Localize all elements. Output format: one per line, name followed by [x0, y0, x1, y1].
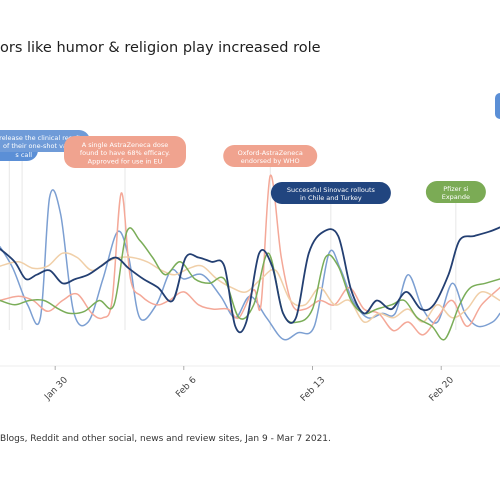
annotation-box: [64, 136, 186, 168]
x-tick-label: Feb 20: [428, 375, 457, 404]
annotation-text: Expande: [442, 193, 470, 201]
annotation-text: endorsed by WHO: [241, 157, 300, 165]
annotation-text: J release the clinical results: [0, 134, 85, 142]
annotation-text: Oxford-AstraZeneca: [238, 149, 303, 157]
series-line-5: [0, 226, 500, 334]
annotation-box: [270, 182, 391, 204]
series-line-2: [0, 174, 500, 336]
annotation-text: s call: [15, 151, 32, 159]
x-tick-label: Feb 13: [299, 375, 327, 403]
annotation-text: found to have 68% efficacy.: [80, 149, 170, 157]
series-line-1: [0, 189, 500, 341]
annotation-text: Successful Sinovac rollouts: [287, 186, 376, 194]
source-note: Blogs, Reddit and other social, news and…: [0, 434, 331, 444]
x-tick-label: Jan 30: [42, 375, 70, 403]
annotation-text: in Chile and Turkey: [300, 194, 362, 202]
chart-title: ors like humor & religion play increased…: [0, 40, 321, 56]
annotation-box: [223, 145, 318, 167]
annotation-text: A single AstraZeneca dose: [82, 141, 169, 149]
series-line-4: [0, 227, 500, 341]
annotation-text: Approved for use in EU: [88, 157, 163, 165]
annotation-box: [425, 181, 486, 203]
annotation-box-edge: [495, 93, 500, 119]
annotation-text: of their one-shot vaccine: [3, 142, 84, 150]
annotation-text: Pfizer si: [443, 185, 469, 193]
x-tick-label: Feb 6: [174, 375, 199, 400]
